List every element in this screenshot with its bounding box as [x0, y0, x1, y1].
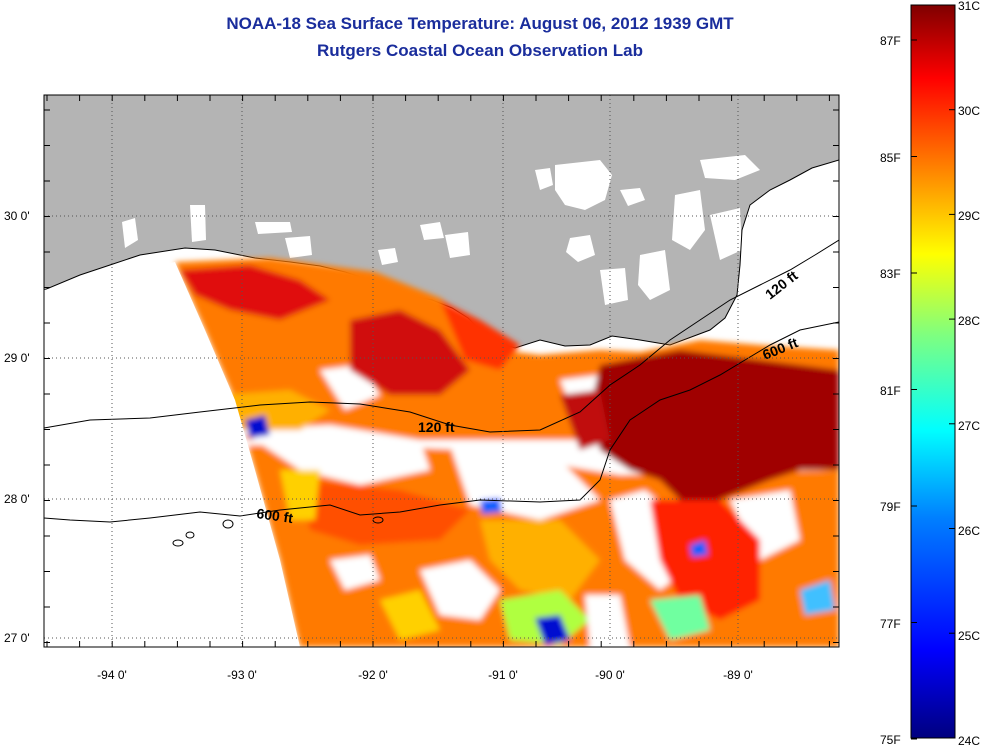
- colorbar-fahrenheit-label: 83F: [880, 267, 901, 281]
- lake: [672, 190, 705, 250]
- lat-tick-label: 27 0': [4, 631, 30, 645]
- lake: [620, 188, 645, 206]
- colorbar-fahrenheit-label: 77F: [880, 617, 901, 631]
- colorbar-fahrenheit-label: 79F: [880, 500, 901, 514]
- map-title: NOAA-18 Sea Surface Temperature: August …: [226, 14, 734, 33]
- colorbar-fahrenheit-label: 85F: [880, 151, 901, 165]
- colorbar-celsius-label: 28C: [958, 314, 981, 328]
- sst-data-layer: [60, 258, 839, 647]
- lake: [445, 232, 470, 258]
- colorbar-celsius-label: 31C: [958, 0, 981, 13]
- lon-tick-label: -92 0': [358, 668, 388, 682]
- colorbar-celsius-label: 30C: [958, 104, 981, 118]
- colorbar-celsius-label: 29C: [958, 209, 981, 223]
- colorbar-fahrenheit-label: 81F: [880, 384, 901, 398]
- contour-label: 120 ft: [418, 419, 455, 435]
- lon-tick-label: -94 0': [97, 668, 127, 682]
- graticule: [44, 95, 839, 647]
- contour-label: 600 ft: [256, 505, 295, 526]
- lat-tick-label: 28 0': [4, 492, 30, 506]
- lake: [600, 268, 628, 305]
- contour-600ft: [44, 321, 839, 523]
- lon-tick-label: -91 0': [488, 668, 518, 682]
- contour-120ft: [44, 239, 839, 433]
- lake: [285, 236, 312, 258]
- lake: [535, 168, 553, 190]
- colorbar-celsius-label: 26C: [958, 524, 981, 538]
- lake: [122, 218, 138, 248]
- lake: [190, 205, 206, 242]
- lon-tick-label: -93 0': [227, 668, 257, 682]
- colorbar-celsius-label: 24C: [958, 734, 981, 748]
- map-subtitle: Rutgers Coastal Ocean Observation Lab: [317, 41, 643, 60]
- lat-tick-label: 29 0': [4, 351, 30, 365]
- lake: [710, 208, 742, 260]
- lake: [700, 155, 760, 180]
- lon-tick-label: -90 0': [595, 668, 625, 682]
- colorbar-celsius-label: 25C: [958, 629, 981, 643]
- colorbar-celsius-label: 27C: [958, 419, 981, 433]
- lake: [638, 250, 670, 300]
- lake: [378, 248, 398, 265]
- lake: [566, 235, 595, 262]
- colorbar-fahrenheit-label: 87F: [880, 34, 901, 48]
- lake: [555, 160, 612, 210]
- lon-tick-label: -89 0': [723, 668, 753, 682]
- lake: [255, 222, 292, 234]
- colorbar-fahrenheit-label: 75F: [880, 733, 901, 747]
- lake: [420, 222, 444, 240]
- lat-tick-label: 30 0': [4, 209, 30, 223]
- colorbar: [910, 4, 956, 739]
